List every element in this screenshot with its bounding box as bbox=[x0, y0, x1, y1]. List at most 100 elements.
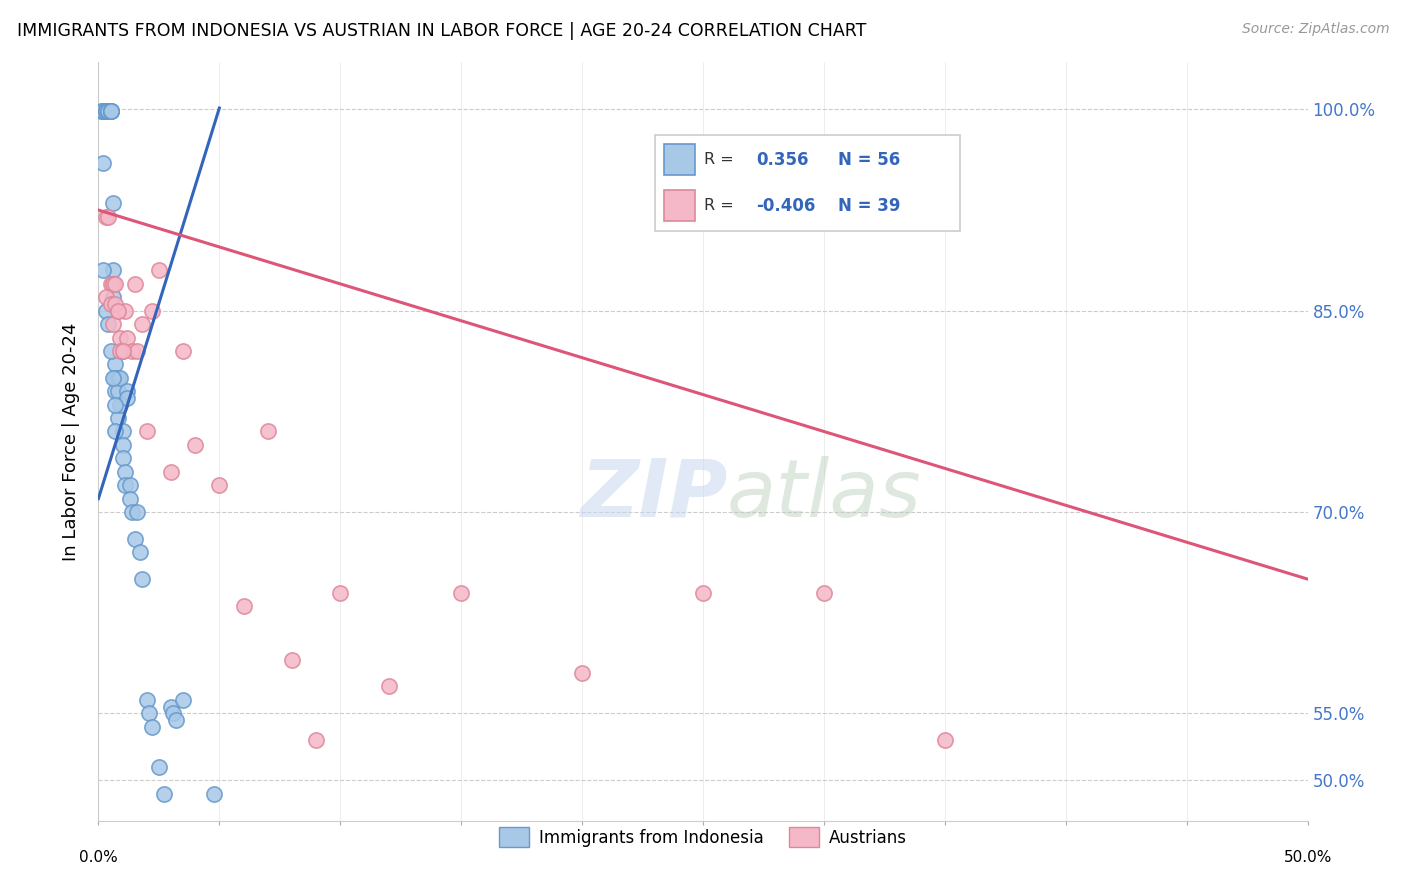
Text: Source: ZipAtlas.com: Source: ZipAtlas.com bbox=[1241, 22, 1389, 37]
Point bbox=[135, 693, 157, 707]
Point bbox=[100, 103, 122, 118]
Point bbox=[104, 357, 127, 371]
Point bbox=[107, 303, 129, 318]
Point bbox=[571, 666, 593, 681]
Point bbox=[100, 277, 122, 291]
Point bbox=[100, 103, 122, 118]
Point bbox=[107, 371, 129, 385]
Point bbox=[377, 680, 399, 694]
Point bbox=[104, 425, 127, 439]
Text: -0.406: -0.406 bbox=[756, 196, 815, 215]
Point bbox=[127, 505, 149, 519]
Point bbox=[165, 713, 187, 727]
Point bbox=[104, 297, 127, 311]
Point bbox=[117, 330, 139, 344]
Point bbox=[104, 371, 127, 385]
Point bbox=[450, 585, 472, 599]
Point bbox=[152, 787, 174, 801]
Point bbox=[101, 263, 124, 277]
Text: N = 56: N = 56 bbox=[838, 151, 900, 169]
Point bbox=[114, 303, 136, 318]
Point bbox=[111, 451, 134, 466]
Point bbox=[101, 196, 124, 211]
Text: 50.0%: 50.0% bbox=[1284, 850, 1331, 865]
Point bbox=[124, 532, 146, 546]
Point bbox=[94, 103, 117, 118]
Text: 0.0%: 0.0% bbox=[79, 850, 118, 865]
Point bbox=[162, 706, 184, 721]
Point bbox=[114, 478, 136, 492]
Point bbox=[141, 720, 163, 734]
Point bbox=[100, 103, 122, 118]
Point bbox=[232, 599, 254, 613]
Point bbox=[101, 371, 124, 385]
Point bbox=[104, 384, 127, 399]
Point bbox=[107, 411, 129, 425]
Point bbox=[107, 384, 129, 399]
Point bbox=[121, 505, 143, 519]
Point bbox=[108, 343, 131, 358]
Point bbox=[108, 398, 131, 412]
Point bbox=[172, 693, 194, 707]
Text: 0.356: 0.356 bbox=[756, 151, 808, 169]
Y-axis label: In Labor Force | Age 20-24: In Labor Force | Age 20-24 bbox=[62, 322, 80, 561]
Point bbox=[934, 733, 956, 747]
Point bbox=[91, 263, 114, 277]
Point bbox=[94, 210, 117, 224]
Point bbox=[91, 156, 114, 170]
Point bbox=[135, 425, 157, 439]
Point bbox=[104, 277, 127, 291]
Point bbox=[138, 706, 160, 721]
Point bbox=[131, 317, 153, 331]
Point bbox=[305, 733, 328, 747]
Point bbox=[107, 303, 129, 318]
Text: N = 39: N = 39 bbox=[838, 196, 901, 215]
Point bbox=[97, 103, 120, 118]
Point bbox=[111, 343, 134, 358]
Point bbox=[128, 545, 150, 559]
Point bbox=[204, 787, 226, 801]
Point bbox=[94, 103, 117, 118]
Point bbox=[131, 572, 153, 586]
Point bbox=[108, 330, 131, 344]
Point bbox=[121, 343, 143, 358]
Point bbox=[104, 398, 127, 412]
Legend: Immigrants from Indonesia, Austrians: Immigrants from Indonesia, Austrians bbox=[492, 821, 914, 854]
Point bbox=[94, 303, 117, 318]
Point bbox=[101, 290, 124, 304]
Point bbox=[118, 478, 141, 492]
Point bbox=[148, 760, 170, 774]
Point bbox=[100, 297, 122, 311]
Text: atlas: atlas bbox=[727, 456, 922, 533]
Point bbox=[94, 103, 117, 118]
FancyBboxPatch shape bbox=[665, 190, 695, 221]
Point bbox=[111, 438, 134, 452]
FancyBboxPatch shape bbox=[665, 145, 695, 175]
Point bbox=[117, 391, 139, 405]
Point bbox=[91, 103, 114, 118]
Point bbox=[118, 491, 141, 506]
Point bbox=[813, 585, 835, 599]
Point bbox=[97, 317, 120, 331]
Point bbox=[94, 290, 117, 304]
Text: R =: R = bbox=[704, 152, 740, 167]
Point bbox=[281, 652, 304, 666]
Point bbox=[172, 343, 194, 358]
Point bbox=[100, 343, 122, 358]
Point bbox=[184, 438, 207, 452]
Point bbox=[692, 585, 714, 599]
Point bbox=[97, 103, 120, 118]
Point bbox=[160, 699, 183, 714]
Point bbox=[160, 465, 183, 479]
Point bbox=[329, 585, 352, 599]
Point bbox=[117, 384, 139, 399]
Text: R =: R = bbox=[704, 198, 740, 213]
Point bbox=[111, 343, 134, 358]
Text: IMMIGRANTS FROM INDONESIA VS AUSTRIAN IN LABOR FORCE | AGE 20-24 CORRELATION CHA: IMMIGRANTS FROM INDONESIA VS AUSTRIAN IN… bbox=[17, 22, 866, 40]
Point bbox=[256, 425, 278, 439]
Point bbox=[100, 103, 122, 118]
Point bbox=[108, 371, 131, 385]
Point bbox=[111, 425, 134, 439]
Point bbox=[141, 303, 163, 318]
Point bbox=[101, 317, 124, 331]
